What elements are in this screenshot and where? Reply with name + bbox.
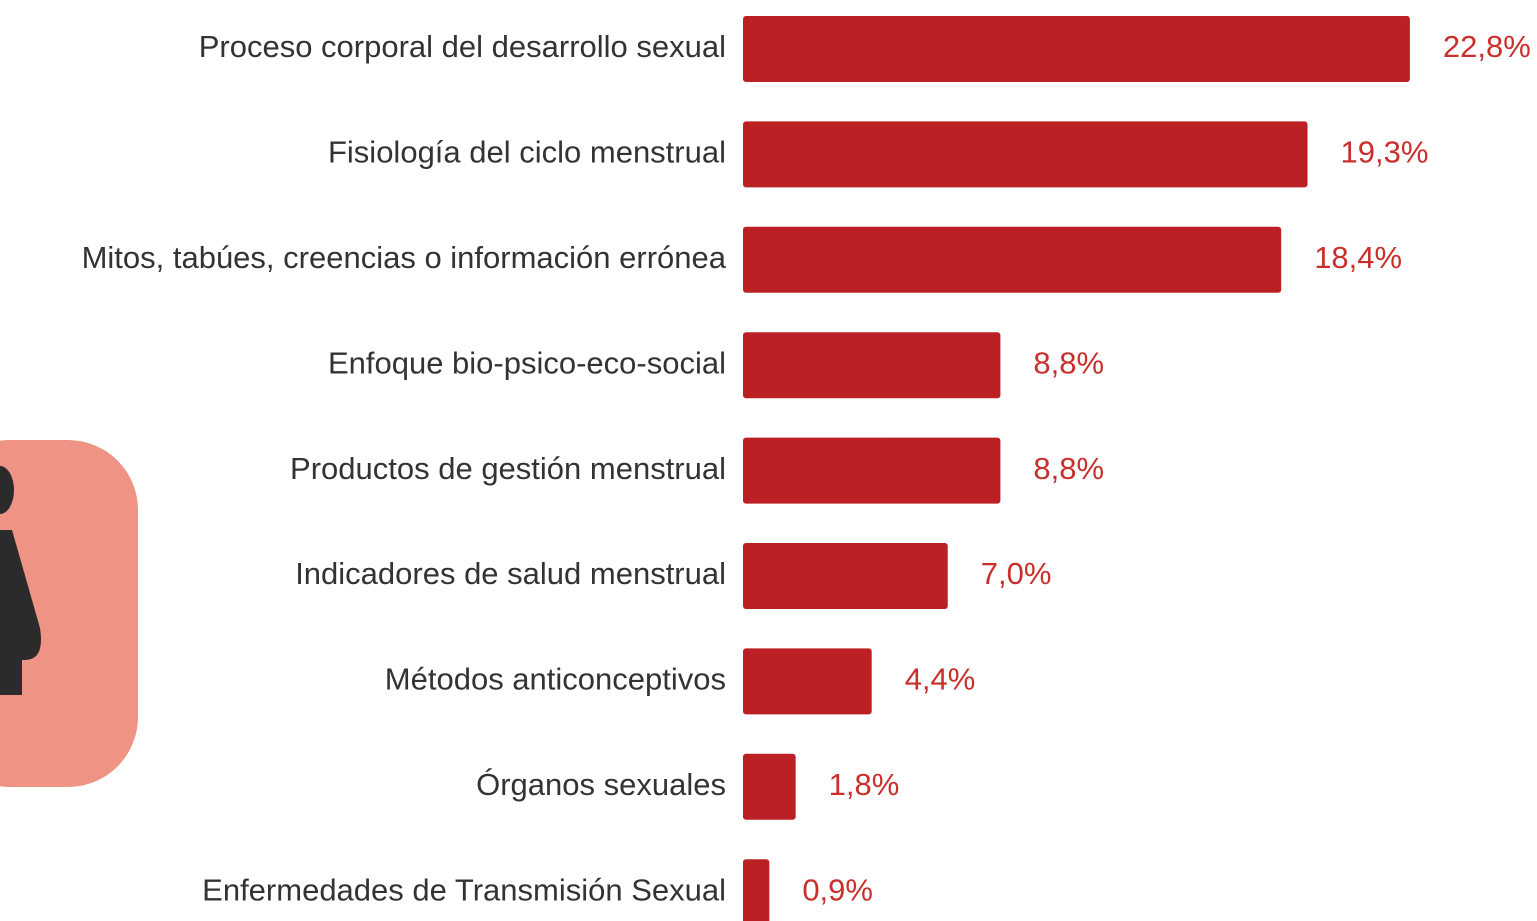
bar bbox=[743, 16, 1410, 82]
bar bbox=[743, 332, 1001, 399]
value-label: 18,4% bbox=[1314, 240, 1402, 275]
bar bbox=[743, 753, 796, 820]
value-label: 0,9% bbox=[802, 872, 873, 907]
decorative-icon bbox=[0, 440, 138, 787]
bar bbox=[743, 121, 1308, 188]
category-label: Métodos anticonceptivos bbox=[385, 662, 726, 697]
category-label: Enfermedades de Transmisión Sexual bbox=[202, 872, 726, 907]
category-label: Órganos sexuales bbox=[476, 767, 726, 802]
category-label: Mitos, tabúes, creencias o información e… bbox=[82, 240, 727, 275]
bar bbox=[743, 859, 770, 921]
category-label: Enfoque bio-psico-eco-social bbox=[328, 345, 726, 380]
value-label: 8,8% bbox=[1033, 451, 1104, 486]
category-label: Indicadores de salud menstrual bbox=[295, 556, 726, 591]
bar bbox=[743, 543, 948, 609]
value-label: 4,4% bbox=[905, 662, 976, 697]
value-label: 8,8% bbox=[1033, 345, 1104, 380]
category-label: Proceso corporal del desarrollo sexual bbox=[199, 29, 726, 64]
value-label: 7,0% bbox=[981, 556, 1052, 591]
category-label: Fisiología del ciclo menstrual bbox=[328, 135, 726, 170]
value-label: 22,8% bbox=[1443, 29, 1531, 64]
bar bbox=[743, 226, 1282, 293]
bar bbox=[743, 648, 872, 715]
category-label: Productos de gestión menstrual bbox=[290, 451, 726, 486]
bar bbox=[743, 437, 1001, 504]
value-label: 19,3% bbox=[1341, 135, 1429, 170]
value-label: 1,8% bbox=[829, 767, 900, 802]
